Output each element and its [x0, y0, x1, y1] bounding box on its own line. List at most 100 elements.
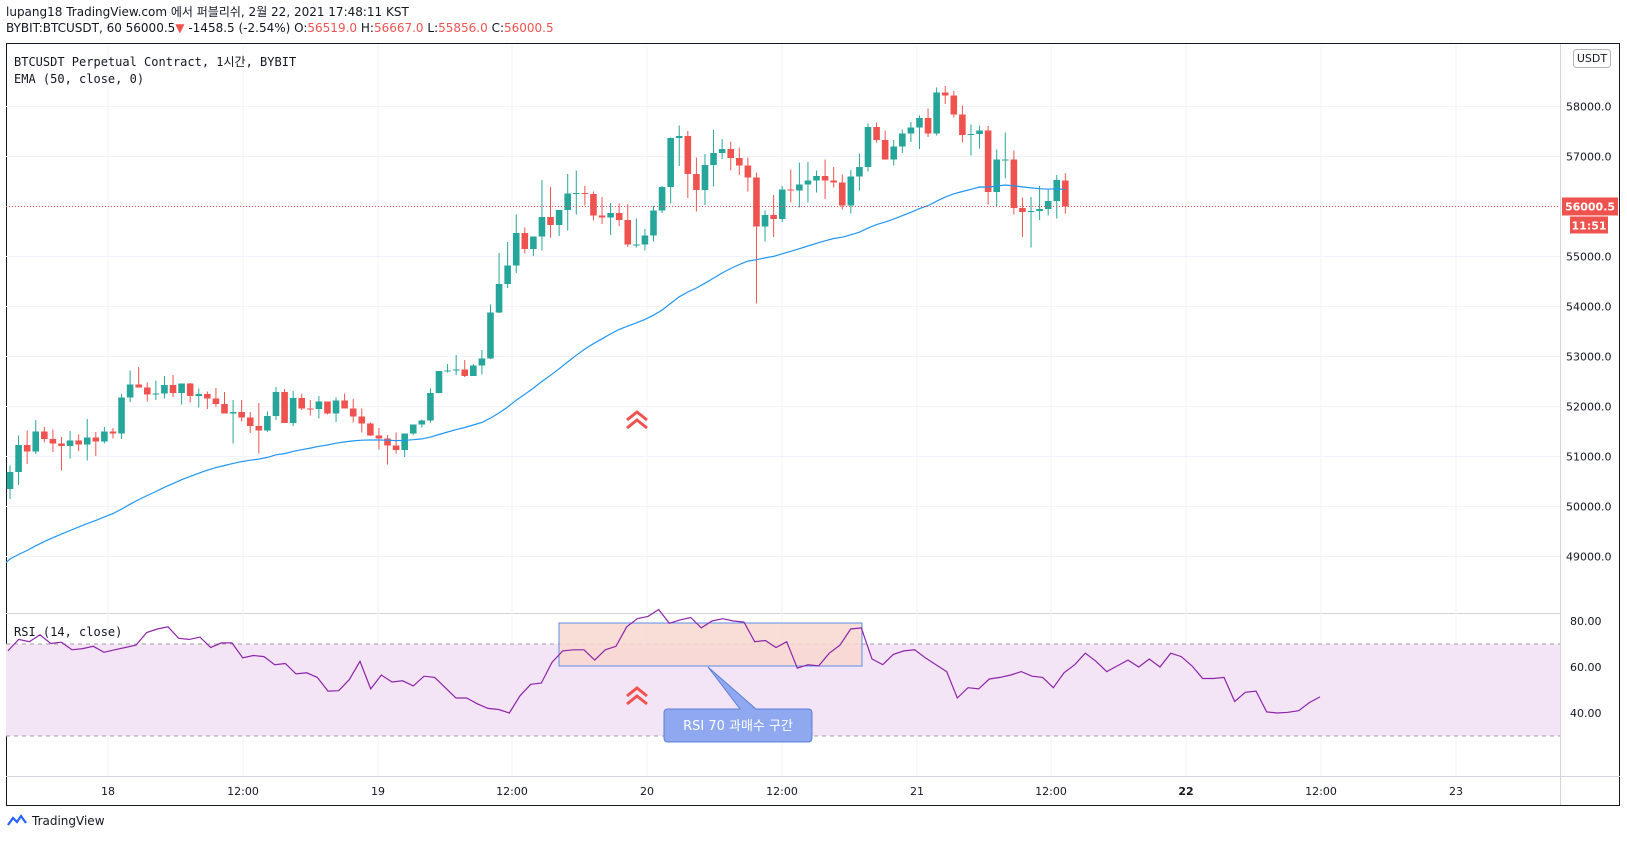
callout-text: RSI 70 과매수 구간 [683, 719, 793, 734]
open-value: 56519.0 [307, 21, 358, 35]
close-label: C: [491, 21, 504, 35]
high-label: H: [360, 21, 374, 35]
candle-body [916, 118, 923, 128]
open-label: O: [294, 21, 308, 35]
candle-body [409, 424, 417, 434]
candle-body [547, 217, 554, 225]
candle-body [590, 194, 597, 216]
candle-body [238, 412, 245, 418]
candle-body [821, 176, 829, 181]
candle-body [281, 392, 288, 423]
ema-legend[interactable]: EMA (50, close, 0) [14, 72, 144, 86]
candle-body [693, 174, 700, 190]
candle-body [1044, 201, 1052, 209]
candle-body [461, 369, 469, 376]
publish-info: lupang18 TradingView.com 에서 퍼블리쉬, 2월 22,… [6, 5, 409, 19]
footer-brand[interactable]: TradingView [6, 814, 105, 828]
candle-body [341, 400, 348, 409]
candle-body [830, 180, 837, 183]
candle-body [264, 416, 271, 431]
candle-body [864, 127, 872, 167]
candle-body [384, 438, 391, 446]
candle-body [186, 383, 194, 396]
candle-body [135, 384, 142, 388]
down-arrow-icon: ▼ [175, 21, 185, 35]
currency-badge[interactable]: USDT [1573, 49, 1611, 68]
rsi-legend[interactable]: RSI (14, close) [14, 625, 122, 639]
candle-body [718, 149, 726, 153]
candle-body [650, 210, 657, 236]
candle-body [495, 284, 503, 313]
ema-line[interactable] [5, 184, 1066, 563]
time-tick-label: 18 [101, 785, 115, 798]
candle-body [847, 176, 855, 206]
candle-body [75, 440, 82, 445]
candle-body [1019, 208, 1026, 212]
candle-body [444, 370, 451, 372]
candle-body [555, 210, 563, 225]
rsi-line[interactable] [7, 608, 1321, 714]
candle-body [967, 134, 975, 135]
candle-body [427, 393, 434, 421]
candle-body [229, 412, 237, 414]
rsi-callout[interactable]: RSI 70 과매수 구간 [663, 666, 813, 743]
time-tick-label: 20 [640, 785, 654, 798]
time-axis[interactable]: 18 12:00 19 12:00 20 12:00 21 12:00 22 12:00 23 [101, 785, 1463, 798]
candle-body [324, 401, 331, 414]
candle-body [1001, 159, 1009, 161]
high-value: 56667.0 [373, 21, 424, 35]
candle-body [418, 420, 426, 425]
chart-frame [6, 43, 1620, 806]
price-tick-label: 53000.0 [1566, 351, 1612, 364]
candle-body [993, 159, 1000, 192]
time-tick-label: 22 [1178, 785, 1193, 798]
time-tick-label: 12:00 [496, 785, 528, 798]
last-price-badge: 56000.5 11:51 [1562, 197, 1618, 234]
candle-body [658, 187, 666, 211]
candle-body [470, 365, 477, 376]
candle-body [813, 176, 820, 181]
candle-body [667, 138, 674, 187]
overbought-box[interactable] [558, 622, 863, 667]
candle-body [1010, 159, 1018, 208]
candle-body [933, 92, 940, 134]
candle-body [838, 182, 846, 206]
rsi-tick-label: 40.00 [1570, 707, 1602, 720]
candle-body [924, 118, 932, 134]
time-tick-label: 23 [1449, 785, 1463, 798]
candle-body [856, 167, 863, 177]
candle-body [530, 236, 537, 249]
rsi-tick-label: 60.00 [1570, 661, 1602, 674]
candle-body [710, 153, 717, 165]
candle-body [401, 433, 408, 450]
candle-body [504, 265, 511, 284]
candle-body [873, 127, 880, 140]
candle-body [15, 445, 22, 472]
candle-body [435, 371, 443, 393]
candle-body [92, 437, 100, 442]
candle-body [607, 213, 614, 218]
candle-body [487, 312, 494, 359]
price-tick-label: 49000.0 [1566, 551, 1612, 564]
price-axis[interactable]: 49000.0 50000.0 51000.0 52000.0 53000.0 54000… [1566, 101, 1612, 564]
candle-body [744, 165, 752, 178]
candle-body [727, 149, 735, 158]
candle-body [478, 358, 486, 366]
candle-body [572, 193, 580, 194]
chevron-up-icon[interactable] [626, 410, 648, 430]
candles [6, 86, 1069, 499]
symbol-legend[interactable]: BTCUSDT Perpetual Contract, 1시간, BYBIT [14, 55, 296, 69]
svg-text:56000.5: 56000.5 [1565, 200, 1615, 213]
low-value: 55856.0 [438, 21, 488, 35]
candle-body [32, 431, 40, 452]
chevron-up-icon[interactable] [626, 686, 648, 706]
candle-body [1062, 180, 1069, 207]
candle-body [796, 184, 803, 191]
candle-body [246, 417, 254, 426]
rsi-axis[interactable]: 40.00 60.00 80.00 [1570, 615, 1602, 720]
candle-body [581, 193, 589, 194]
price-tick-label: 57000.0 [1566, 151, 1612, 164]
candle-body [1027, 211, 1035, 212]
svg-text:USDT: USDT [1577, 52, 1608, 65]
